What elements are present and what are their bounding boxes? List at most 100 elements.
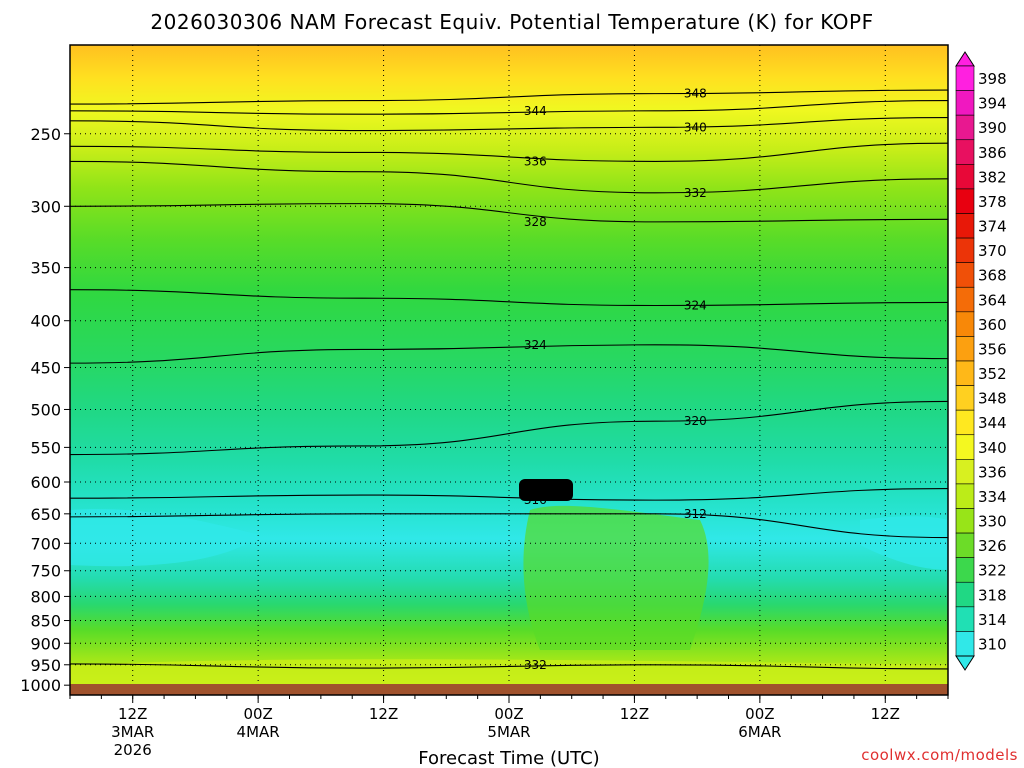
contour-label: 316 (524, 493, 547, 507)
colorbar-swatch (955, 434, 975, 460)
contour-312 (70, 513, 948, 539)
cold-pocket-right (860, 516, 948, 570)
field-features (70, 479, 948, 685)
y-tick-label: 750 (30, 562, 61, 581)
x-tick-label: 00Z (243, 705, 272, 723)
contour-label: 324 (524, 338, 547, 352)
colorbar-label: 370 (978, 242, 1007, 260)
x-tick-label: 12Z (871, 705, 900, 723)
contour-label: 336 (524, 154, 547, 168)
contour-344 (70, 100, 948, 115)
colorbar-swatch (955, 262, 975, 288)
colorbar-swatch (955, 532, 975, 558)
y-tick-label: 500 (30, 400, 61, 419)
colorbar-swatch (955, 286, 975, 313)
colorbar-swatch (955, 581, 975, 608)
colorbar-swatch (955, 631, 975, 657)
x-axis-label: Forecast Time (UTC) (418, 748, 599, 768)
y-tick-label: 1000 (20, 676, 61, 695)
colorbar-swatch (955, 459, 975, 485)
x-tick-label: 6MAR (738, 723, 781, 741)
plot-area: 348 344 340 336 332 328 324 324 320 316 312 332 (69, 44, 949, 696)
colorbar-swatch (955, 164, 975, 190)
colorbar-swatch (955, 237, 975, 263)
contour-336 (70, 142, 948, 162)
contour-label: 344 (524, 104, 547, 118)
x-tick-label: 2026 (114, 741, 152, 759)
contour-lines: 348 344 340 336 332 328 324 324 320 316 312 332 (70, 87, 948, 672)
colorbar-label: 310 (978, 635, 1007, 653)
colorbar-swatch (955, 336, 975, 362)
colorbar-label: 334 (978, 488, 1007, 506)
contour-316 (70, 488, 948, 501)
colorbar-swatch (955, 90, 975, 116)
x-tick-label: 5MAR (487, 723, 530, 741)
y-tick-label: 650 (30, 505, 61, 524)
contour-label: 320 (684, 414, 707, 428)
grid-lines (70, 45, 948, 695)
colorbar-swatch (955, 508, 975, 534)
y-tick-label: 250 (30, 125, 61, 144)
colorbar-label: 348 (978, 390, 1007, 408)
contour-340 (70, 116, 948, 132)
colorbar-label: 356 (978, 340, 1007, 358)
y-tick-label: 800 (30, 587, 61, 606)
colorbar-label: 340 (978, 439, 1007, 457)
colorbar-label: 344 (978, 414, 1007, 432)
colorbar-swatch (955, 65, 975, 91)
colorbar-label: 314 (978, 611, 1007, 629)
contour-label: 332 (684, 186, 707, 200)
colorbar-label: 326 (978, 537, 1007, 555)
contour-332 (70, 160, 948, 194)
colorbar-swatch (955, 213, 975, 239)
contour-328 (70, 203, 948, 223)
ground-strip (70, 684, 948, 695)
contour-332 (70, 663, 948, 670)
y-tick-label: 950 (30, 656, 61, 675)
y-tick-label: 850 (30, 612, 61, 631)
colorbar-label: 322 (978, 562, 1007, 580)
y-tick-label: 300 (30, 197, 61, 216)
y-axis: 250 300 350 400 450 500 550 600 650 700 750 800 850 9… (20, 125, 70, 695)
colorbar-swatch (955, 360, 975, 386)
chart-title: 2026030306 NAM Forecast Equiv. Potential… (150, 10, 873, 34)
x-tick-label: 00Z (745, 705, 774, 723)
colorbar-swatch (955, 606, 975, 632)
y-tick-label: 600 (30, 473, 61, 492)
colorbar-label: 364 (978, 291, 1007, 309)
x-tick-label: 12Z (620, 705, 649, 723)
colorbar-label: 368 (978, 267, 1007, 285)
contour-348 (70, 89, 948, 105)
colorbar-label: 382 (978, 168, 1007, 186)
colorbar-bottom-arrow (955, 655, 975, 671)
colorbar-label: 374 (978, 218, 1007, 236)
colorbar-swatch (955, 311, 975, 337)
contour-label: 348 (684, 87, 707, 101)
contour-label: 324 (684, 299, 707, 313)
y-tick-label: 900 (30, 634, 61, 653)
colorbar-label: 394 (978, 95, 1007, 113)
contour-label: 328 (524, 215, 547, 229)
colorbar-label: 386 (978, 144, 1007, 162)
cold-pocket-left (70, 509, 260, 567)
contour-label: 340 (684, 120, 707, 134)
colorbar-swatch (955, 188, 975, 214)
contour-324 (70, 289, 948, 307)
x-tick-label: 4MAR (237, 723, 280, 741)
colorbar-swatch (955, 139, 975, 165)
x-tick-label: 12Z (369, 705, 398, 723)
contour-label: 312 (684, 507, 707, 521)
credit-text: coolwx.com/models (861, 746, 1018, 764)
colorbar-label: 352 (978, 365, 1007, 383)
moist-plume (523, 505, 709, 650)
y-tick-label: 700 (30, 534, 61, 553)
colorbar-swatch (955, 483, 975, 509)
y-tick-label: 550 (30, 438, 61, 457)
contour-320 (70, 400, 948, 456)
colorbar-label: 360 (978, 316, 1007, 334)
colorbar-swatch (955, 385, 975, 411)
colorbar-swatch (955, 557, 975, 583)
y-tick-label: 450 (30, 359, 61, 378)
